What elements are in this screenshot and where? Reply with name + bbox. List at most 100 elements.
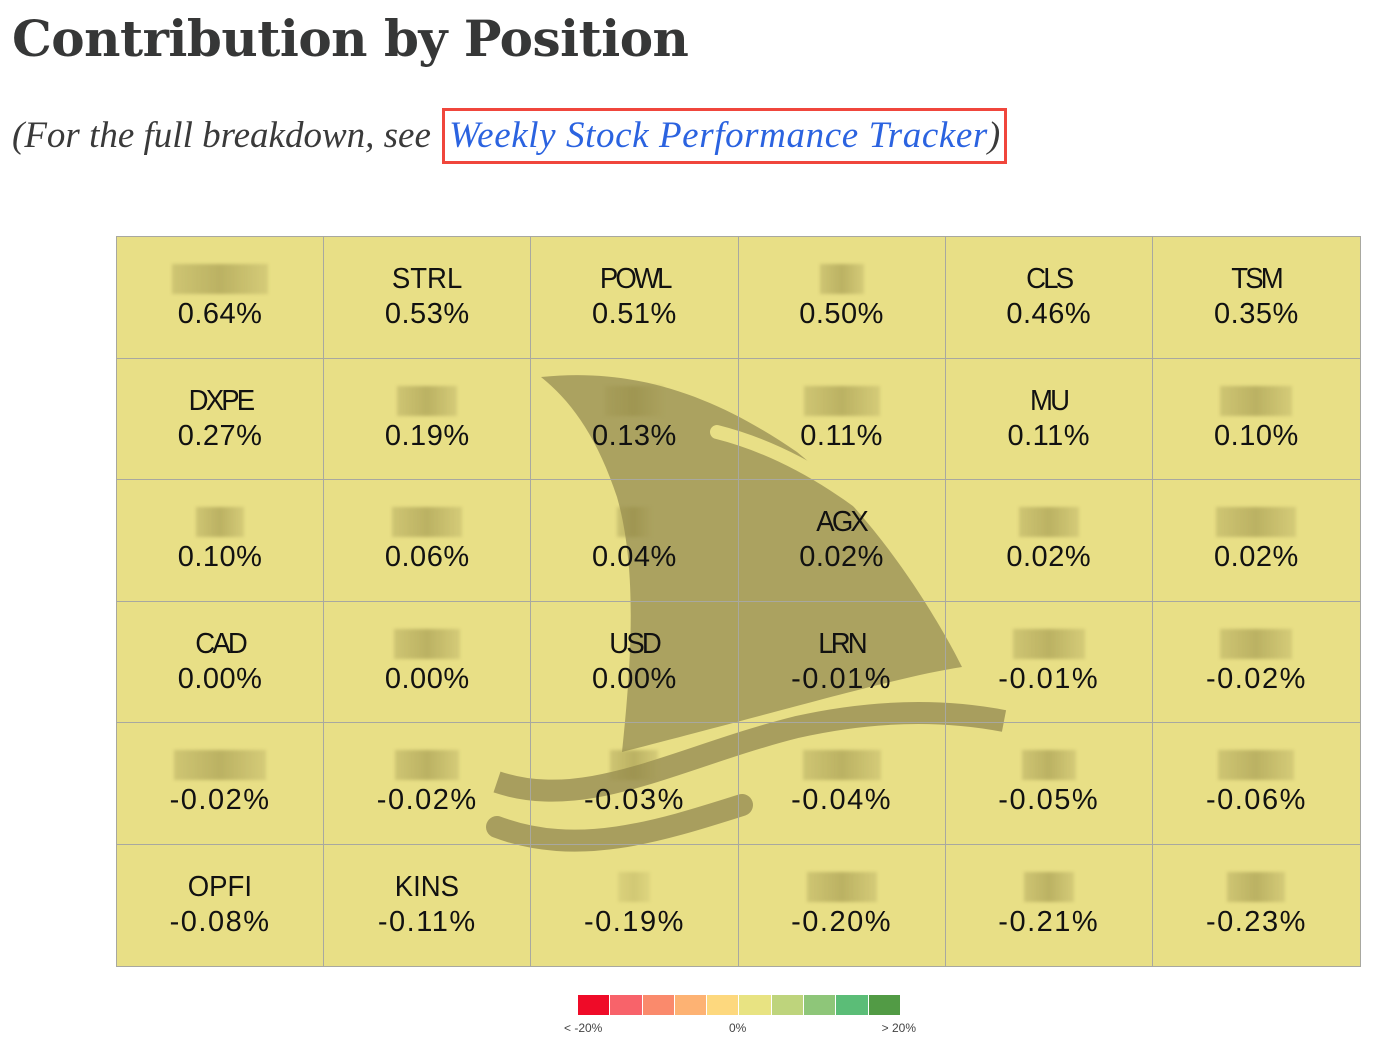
redacted-ticker [1021, 750, 1076, 781]
heatmap-cell: USD 0.00% [531, 601, 739, 723]
cell-ticker: POWL [599, 263, 673, 296]
heatmap-cell: AGX 0.02% [738, 480, 946, 602]
heatmap-cell: KINS -0.11% [324, 844, 532, 966]
legend-max-label: > 20% [881, 1021, 916, 1035]
cell-value: 0.11% [1007, 419, 1091, 452]
legend-swatch [610, 995, 642, 1015]
redacted-ticker [392, 507, 463, 538]
legend-swatches [578, 995, 900, 1015]
subtitle-prefix: (For the full breakdown, see [12, 115, 441, 156]
legend-labels: < -20% 0% > 20% [564, 1021, 916, 1037]
heatmap-cell: -0.06% [1152, 723, 1360, 845]
heatmap-cell: STRL 0.53% [324, 237, 532, 359]
redacted-ticker [1023, 872, 1074, 903]
cell-value: 0.11% [800, 419, 883, 452]
redacted-ticker [196, 507, 245, 538]
redacted-ticker [394, 628, 461, 659]
cell-value: 0.35% [1214, 298, 1299, 331]
cell-ticker: OPFI [187, 871, 253, 904]
cell-value: 0.06% [384, 541, 470, 574]
heatmap-cell: DXPE 0.27% [117, 358, 325, 480]
cell-value: 0.46% [1006, 298, 1092, 331]
cell-value: 0.51% [592, 298, 677, 331]
cell-value: 0.02% [799, 541, 884, 574]
legend-swatch [578, 995, 610, 1015]
heatmap-cell: LRN -0.01% [738, 601, 946, 723]
redacted-ticker [1018, 507, 1079, 538]
redacted-ticker [803, 385, 880, 416]
heatmap-cell: 0.04% [531, 480, 739, 602]
heatmap-cell: -0.02% [324, 723, 532, 845]
subtitle: (For the full breakdown, see Weekly Stoc… [12, 108, 1008, 164]
heatmap-cell: POWL 0.51% [531, 237, 739, 359]
heatmap-cell: 0.64% [117, 237, 325, 359]
heatmap-cell: -0.02% [117, 723, 325, 845]
cell-ticker: TSM [1231, 263, 1284, 296]
cell-ticker: LRN [818, 627, 867, 660]
cell-value: -0.11% [377, 906, 477, 939]
cell-ticker: KINS [395, 871, 460, 904]
heatmap-cell: -0.19% [531, 844, 739, 966]
legend-swatch [836, 995, 868, 1015]
redacted-ticker [1220, 385, 1293, 416]
cell-value: -0.01% [791, 662, 893, 695]
heatmap-cell: 0.10% [1152, 359, 1360, 480]
redacted-ticker [802, 750, 881, 781]
redacted-ticker [1218, 750, 1295, 781]
cell-ticker: DXPE [188, 384, 254, 417]
heatmap-cell: OPFI -0.08% [117, 844, 325, 966]
cell-value: 0.13% [592, 419, 677, 452]
cell-value: -0.06% [1205, 784, 1307, 817]
redacted-ticker [1216, 507, 1297, 538]
cell-ticker: MU [1030, 384, 1070, 417]
color-scale-legend: < -20% 0% > 20% [564, 995, 916, 1037]
heatmap-cell: -0.02% [1152, 602, 1360, 723]
cell-value: 0.00% [592, 662, 677, 695]
heatmap-cell: 0.13% [531, 358, 739, 480]
redacted-ticker [1227, 872, 1286, 903]
heatmap-grid: 0.64% STRL 0.53% POWL 0.51% 0.50% CLS 0.46%… [117, 237, 1360, 966]
cell-value: 0.00% [177, 662, 263, 695]
cell-value: 0.53% [384, 298, 470, 331]
redacted-ticker [397, 385, 458, 416]
cell-value: -0.23% [1205, 906, 1307, 939]
cell-value: 0.10% [1214, 419, 1299, 452]
cell-value: 0.02% [1214, 541, 1299, 574]
heatmap-cell: -0.20% [739, 844, 946, 966]
subtitle-suffix: ) [987, 115, 1001, 156]
cell-value: 0.19% [384, 419, 470, 452]
page-title: Contribution by Position [12, 9, 689, 68]
heatmap-cell: 0.02% [1152, 480, 1360, 602]
legend-swatch [707, 995, 739, 1015]
legend-swatch [642, 995, 674, 1015]
heatmap-cell: 0.11% [738, 358, 946, 480]
legend-min-label: < -20% [564, 1021, 603, 1035]
legend-swatch [674, 995, 707, 1015]
cell-value: -0.02% [169, 784, 271, 817]
cell-value: 0.64% [177, 298, 263, 331]
heatmap-cell: CLS 0.46% [945, 237, 1153, 359]
redacted-ticker [172, 264, 269, 295]
contribution-heatmap: 0.64% STRL 0.53% POWL 0.51% 0.50% CLS 0.46%… [116, 236, 1361, 967]
redacted-ticker [605, 385, 664, 416]
redacted-ticker [617, 507, 652, 538]
cell-value: -0.02% [1205, 662, 1307, 695]
link-highlight-box: Weekly Stock Performance Tracker) [442, 108, 1008, 164]
cell-value: -0.20% [791, 906, 893, 939]
weekly-stock-performance-tracker-link[interactable]: Weekly Stock Performance Tracker [449, 115, 988, 156]
heatmap-cell: -0.05% [945, 723, 1153, 845]
cell-value: 0.04% [592, 541, 677, 574]
cell-value: -0.04% [791, 784, 893, 817]
heatmap-cell: 0.02% [945, 480, 1153, 602]
cell-value: -0.08% [169, 906, 271, 939]
redacted-ticker [806, 872, 877, 903]
legend-swatch [771, 995, 804, 1015]
legend-mid-label: 0% [729, 1021, 747, 1035]
heatmap-cell: -0.21% [946, 844, 1153, 966]
redacted-ticker [1012, 628, 1085, 659]
cell-value: -0.19% [583, 906, 685, 939]
redacted-ticker [819, 264, 864, 295]
heatmap-cell: TSM 0.35% [1152, 237, 1360, 359]
cell-value: 0.27% [177, 419, 263, 452]
cell-ticker: USD [609, 627, 662, 660]
